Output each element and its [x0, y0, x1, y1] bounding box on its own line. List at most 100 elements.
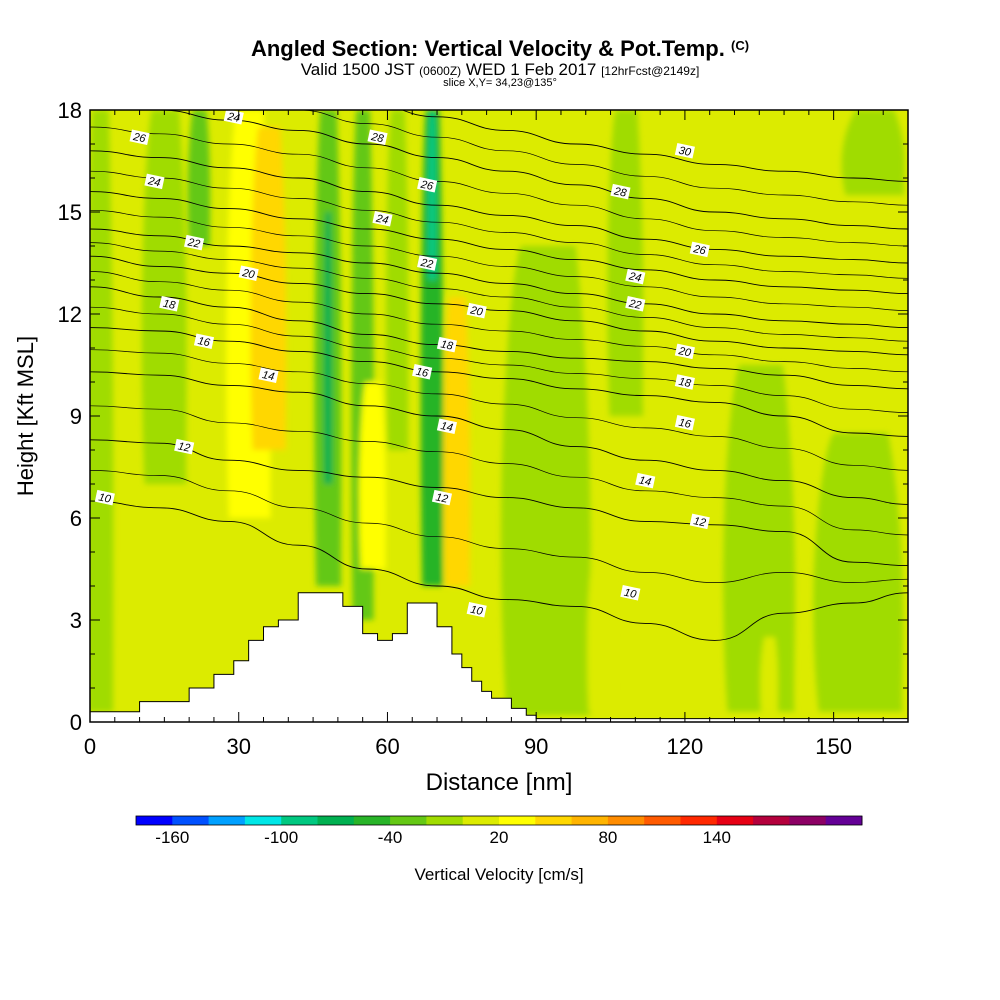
- contour-label-text: 22: [186, 236, 201, 250]
- contour-label: 16: [674, 415, 695, 431]
- colorbar-tick-label: 20: [490, 828, 509, 847]
- velocity-band: [359, 382, 386, 569]
- isentrope-16: [90, 327, 908, 437]
- x-tick-label: 120: [667, 734, 704, 759]
- axes: 0 30 60 90 120 150 0 3 6 9 12 15 18 Distance [nm] Heig…: [13, 98, 908, 796]
- isentrope-lines: [90, 110, 908, 641]
- colorbar-swatch: [244, 816, 282, 825]
- contour-label-bg: [184, 234, 205, 251]
- contour-label: 24: [144, 173, 165, 190]
- isentrope-intermediate: [90, 209, 908, 311]
- contour-label-bg: [689, 513, 710, 530]
- velocity-band: [760, 637, 779, 712]
- contour-label: 14: [436, 418, 457, 434]
- isentrope-intermediate: [90, 405, 908, 536]
- contour-label-bg: [674, 343, 695, 360]
- contour-label: 10: [620, 585, 641, 601]
- contour-label-text: 20: [676, 345, 692, 360]
- velocity-band: [813, 433, 904, 712]
- contour-label-text: 24: [146, 175, 161, 189]
- y-tick-label: 6: [70, 506, 82, 531]
- colorbar-swatch: [390, 816, 427, 825]
- y-tick-label: 12: [58, 302, 82, 327]
- isentrope-intermediate: [90, 306, 908, 413]
- colorbar-frame: [135, 815, 863, 826]
- contour-label: 28: [610, 183, 631, 200]
- contour-label-text: 10: [469, 604, 484, 618]
- isentrope-intermediate: [287, 110, 908, 206]
- contour-label-text: 12: [435, 491, 449, 505]
- velocity-band: [250, 127, 287, 450]
- contour-label-text: 18: [439, 338, 454, 352]
- isentrope-24: [90, 191, 908, 295]
- contour-label: 20: [238, 265, 259, 282]
- contour-label-text: 28: [612, 185, 628, 200]
- contour-label-text: 18: [677, 376, 692, 390]
- contour-label-text: 26: [691, 243, 707, 258]
- isentrope-intermediate: [90, 349, 908, 471]
- contour-label-bg: [635, 472, 656, 489]
- colorbar-swatch: [535, 816, 573, 825]
- colorbar-swatch: [789, 816, 827, 825]
- contour-label-text: 30: [677, 145, 692, 159]
- isentrope-12: [90, 439, 908, 567]
- chart-title-mark: (C): [731, 38, 750, 53]
- contour-label-bg: [674, 143, 695, 159]
- velocity-field: [90, 110, 908, 722]
- contour-label-text: 20: [468, 304, 484, 319]
- contour-label: 22: [625, 296, 646, 312]
- colorbar-swatch: [426, 816, 464, 825]
- contour-label: 18: [436, 336, 457, 353]
- contour-label-text: 10: [97, 491, 112, 505]
- contour-label-text: 14: [439, 420, 453, 434]
- contour-label-bg: [174, 438, 195, 455]
- contour-label-bg: [466, 602, 487, 618]
- contour-label-bg: [436, 418, 457, 434]
- colorbar-swatch: [644, 816, 681, 825]
- contour-label-bg: [431, 489, 453, 506]
- colorbar-swatch: [208, 816, 246, 825]
- contour-label: 14: [258, 367, 279, 383]
- isentrope-intermediate: [90, 242, 908, 342]
- contour-label-bg: [625, 268, 646, 285]
- contour-label: 18: [159, 296, 180, 312]
- velocity-band: [587, 552, 615, 712]
- contour-label-bg: [258, 367, 279, 383]
- contour-label: 22: [184, 234, 205, 251]
- x-tick-label: 0: [84, 734, 96, 759]
- contour-label: 20: [674, 343, 695, 360]
- contour-label: 12: [174, 438, 195, 455]
- isentrope-26: [90, 150, 908, 264]
- contour-label-bg: [412, 364, 433, 380]
- contour-label-bg: [625, 296, 646, 312]
- contour-label-bg: [689, 241, 710, 258]
- colorbar-tick-label: 140: [703, 828, 731, 847]
- contour-label: 10: [466, 602, 487, 618]
- isentrope-labels: 26 24 22 18 16 14 12 10 24 20 28 24 26 22 20 18 16 14 12 10…: [94, 109, 710, 618]
- velocity-band: [323, 212, 333, 484]
- velocity-band: [501, 246, 591, 716]
- colorbar-tick-label: -100: [264, 828, 298, 847]
- contour-label: 26: [129, 129, 150, 146]
- isentrope-intermediate: [90, 126, 908, 247]
- isentrope-intermediate: [90, 470, 908, 583]
- valid-date: WED 1 Feb 2017: [465, 60, 597, 79]
- colorbar-swatch: [136, 816, 173, 825]
- contour-label-text: 24: [374, 212, 389, 226]
- isentrope-20: [90, 255, 908, 356]
- contour-label-text: 22: [419, 257, 434, 271]
- velocity-bands: [90, 110, 905, 716]
- colorbar-swatch: [353, 816, 391, 825]
- colorbar-swatch: [607, 816, 645, 825]
- contour-label: 12: [431, 489, 453, 506]
- contour-label-text: 14: [261, 369, 275, 383]
- contour-label-bg: [159, 296, 180, 312]
- contour-label-bg: [238, 265, 259, 281]
- contour-label-bg: [436, 336, 457, 353]
- contour-label-text: 16: [415, 366, 430, 380]
- velocity-band: [90, 110, 114, 712]
- velocity-band: [607, 110, 644, 416]
- contour-label-bg: [620, 585, 641, 601]
- contour-label-bg: [610, 183, 631, 200]
- contour-label-bg: [417, 177, 438, 193]
